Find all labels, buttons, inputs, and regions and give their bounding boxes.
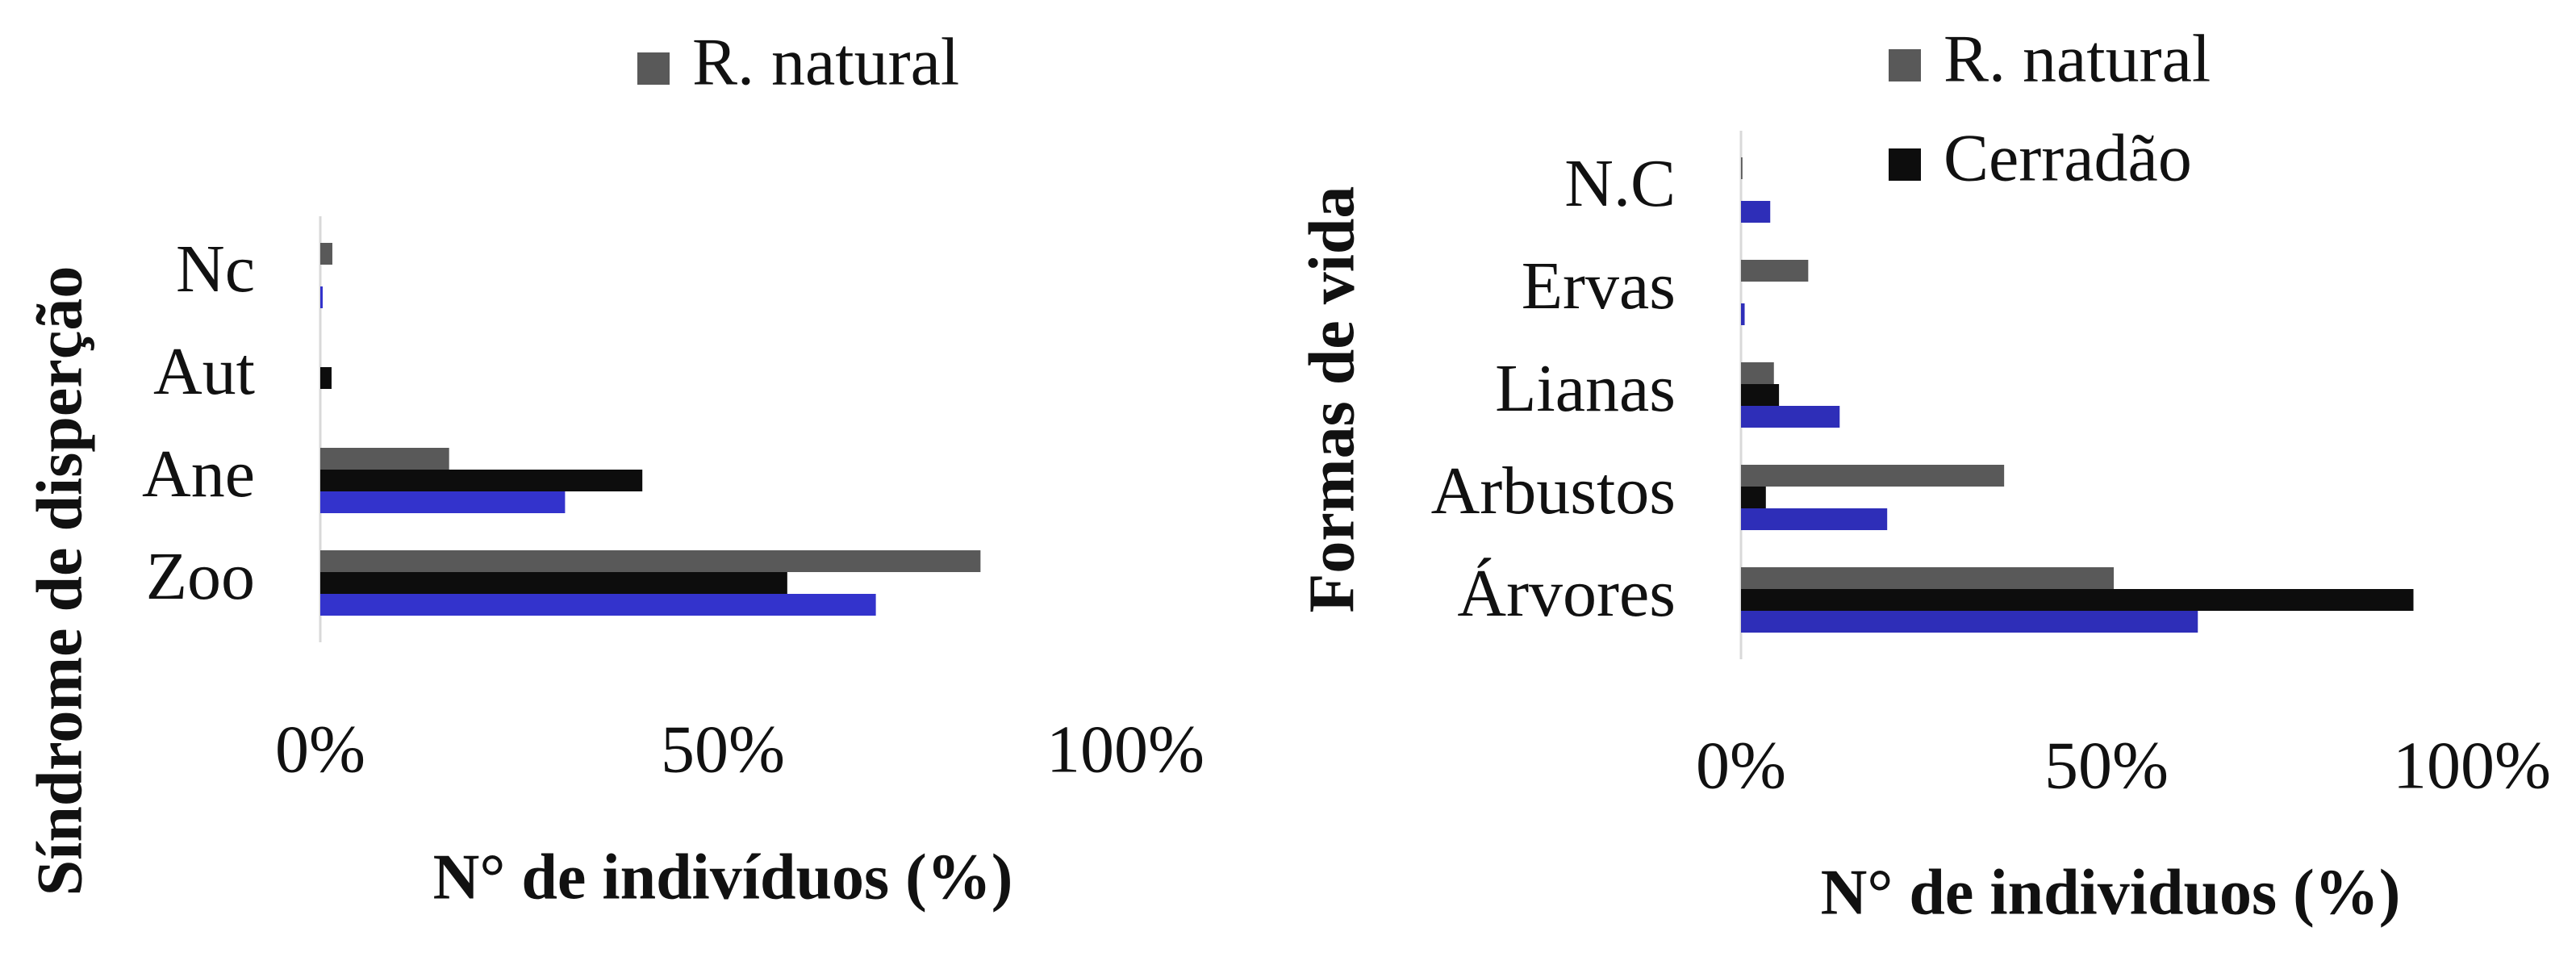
bar [1741, 201, 1771, 223]
bar [320, 448, 449, 470]
bar [1741, 465, 2005, 487]
bar [1741, 589, 2414, 611]
legend-label: Cerradão [1943, 120, 2192, 195]
x-axis-title: N° de individuos (%) [1821, 857, 2401, 928]
bar [320, 286, 323, 308]
bar [1741, 508, 1888, 530]
bar [320, 367, 332, 389]
category-label: Lianas [1495, 351, 1676, 426]
bar [320, 594, 876, 616]
category-label: Árvores [1457, 556, 1676, 631]
bar [1741, 157, 1743, 179]
bar [1741, 567, 2115, 589]
legend-swatch [1889, 49, 1921, 81]
x-tick-label: 50% [661, 712, 785, 787]
category-label: Aut [153, 334, 255, 409]
x-tick-label: 0% [1696, 728, 1786, 803]
bar [1741, 362, 1774, 384]
bar [1741, 384, 1780, 406]
bar [1741, 611, 2198, 633]
x-tick-label: 100% [2393, 728, 2551, 803]
legend-swatch [1889, 148, 1921, 181]
bar [320, 572, 787, 594]
x-tick-label: 50% [2044, 728, 2169, 803]
legend-swatch [637, 52, 670, 85]
x-tick-label: 100% [1046, 712, 1204, 787]
bar [320, 550, 981, 572]
bar [1741, 260, 1809, 282]
bar [320, 470, 643, 491]
category-label: N.C [1564, 146, 1676, 221]
category-label: Arbustos [1431, 453, 1676, 529]
bar [1741, 487, 1766, 508]
bar [320, 491, 566, 513]
bar [320, 243, 332, 265]
legend-label: R. natural [692, 24, 959, 99]
category-label: Zoo [146, 539, 255, 614]
category-label: Ervas [1522, 249, 1676, 324]
y-axis-title: Formas de vida [1296, 186, 1367, 613]
bar [1741, 303, 1745, 325]
y-axis-title: Síndrome de disperção [24, 266, 95, 896]
legend-label: R. natural [1943, 21, 2211, 96]
x-tick-label: 0% [275, 712, 365, 787]
bar [1741, 406, 1840, 428]
x-axis-title: N° de indivíduos (%) [433, 842, 1013, 913]
category-label: Nc [176, 232, 255, 307]
category-label: Ane [142, 437, 255, 512]
